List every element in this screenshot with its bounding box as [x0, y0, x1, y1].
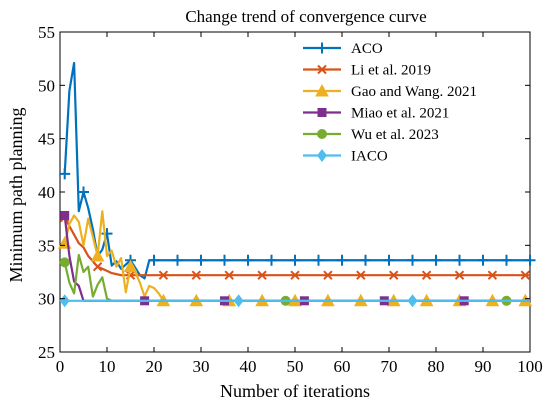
- data-point: [421, 270, 432, 280]
- legend-label: Gao and Wang. 2021: [351, 84, 477, 100]
- chart-title: Change trend of convergence curve: [185, 7, 426, 26]
- series-aco: [59, 61, 536, 280]
- data-point: [233, 294, 244, 308]
- data-point: [383, 254, 395, 266]
- y-tick-label: 45: [38, 130, 55, 149]
- data-point: [101, 228, 113, 240]
- data-point: [487, 270, 498, 280]
- data-point: [289, 254, 301, 266]
- data-point: [501, 254, 512, 266]
- data-point: [224, 270, 234, 280]
- data-point: [524, 254, 536, 266]
- x-tick-label: 100: [517, 357, 543, 376]
- legend-marker: [317, 129, 327, 139]
- legend-marker: [316, 42, 328, 54]
- data-point: [407, 294, 418, 308]
- data-point: [59, 294, 70, 308]
- x-tick-label: 30: [193, 357, 210, 376]
- data-point: [290, 270, 300, 280]
- y-tick-label: 35: [38, 236, 55, 255]
- x-tick-label: 60: [334, 357, 351, 376]
- x-axis-ticks: 0 10 20 30 40 50 60 70 80 90 100: [56, 32, 543, 376]
- x-tick-label: 70: [381, 357, 398, 376]
- series-line: [63, 217, 530, 277]
- data-point: [407, 254, 418, 266]
- series-iaco: [59, 294, 530, 308]
- x-tick-label: 50: [287, 357, 304, 376]
- data-point: [158, 270, 169, 280]
- data-point: [123, 259, 138, 273]
- legend-label: Wu et al. 2023: [351, 127, 439, 143]
- y-tick-label: 25: [38, 343, 55, 362]
- data-point: [219, 254, 230, 266]
- y-tick-label: 55: [38, 23, 55, 42]
- series-line: [63, 210, 530, 302]
- y-tick-label: 30: [38, 290, 55, 309]
- data-point: [191, 270, 202, 280]
- legend-label: Li et al. 2019: [351, 63, 431, 79]
- data-point: [257, 270, 267, 280]
- x-tick-label: 10: [99, 357, 116, 376]
- data-point: [242, 254, 254, 266]
- x-tick-label: 80: [428, 357, 445, 376]
- x-tick-label: 40: [240, 357, 257, 376]
- data-point: [59, 168, 71, 180]
- y-tick-label: 40: [38, 183, 55, 202]
- data-point: [520, 270, 531, 280]
- data-point: [454, 270, 465, 280]
- data-point: [430, 254, 442, 266]
- legend: ACO Li et al. 2019 Gao and Wang. 2021 Miao …: [303, 41, 477, 165]
- data-point: [323, 270, 333, 280]
- data-point: [336, 254, 348, 266]
- legend-marker: [317, 64, 327, 75]
- data-point: [78, 186, 89, 198]
- data-point: [388, 270, 399, 280]
- series-line: [63, 61, 530, 280]
- x-tick-label: 0: [56, 357, 65, 376]
- legend-label: IACO: [351, 149, 388, 165]
- data-point: [195, 254, 207, 266]
- legend-label: ACO: [351, 41, 383, 57]
- data-point: [477, 254, 489, 266]
- x-axis-label: Number of iterations: [220, 381, 370, 401]
- y-tick-label: 50: [38, 76, 55, 95]
- y-axis-label: Minimum path planning: [6, 108, 26, 283]
- data-point: [360, 254, 371, 266]
- plot-area: [57, 31, 536, 353]
- data-point: [172, 254, 183, 266]
- data-point: [356, 270, 366, 280]
- data-point: [90, 248, 105, 262]
- data-point: [60, 210, 70, 220]
- legend-label: Miao et al. 2021: [351, 106, 449, 122]
- data-point: [92, 261, 103, 272]
- legend-marker: [315, 83, 329, 97]
- y-axis-ticks: 25 30 35 40 45 50 55: [38, 23, 530, 362]
- legend-marker: [317, 149, 327, 162]
- data-point: [148, 254, 160, 266]
- data-point: [313, 254, 324, 266]
- data-point: [59, 257, 70, 268]
- x-tick-label: 20: [146, 357, 163, 376]
- legend-marker: [317, 108, 327, 117]
- data-point: [266, 254, 277, 266]
- x-tick-label: 90: [475, 357, 492, 376]
- data-point: [454, 254, 465, 266]
